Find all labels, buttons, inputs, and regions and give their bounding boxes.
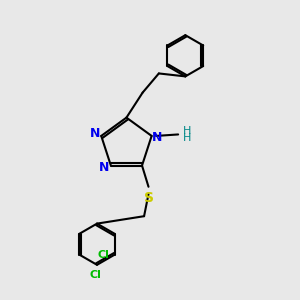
Text: N: N (90, 127, 100, 140)
Text: N: N (99, 160, 110, 173)
Text: N: N (152, 131, 162, 144)
Text: H: H (183, 133, 191, 143)
Text: H: H (183, 126, 191, 136)
Text: Cl: Cl (90, 270, 101, 280)
Text: Cl: Cl (98, 250, 109, 260)
Text: S: S (144, 190, 154, 205)
